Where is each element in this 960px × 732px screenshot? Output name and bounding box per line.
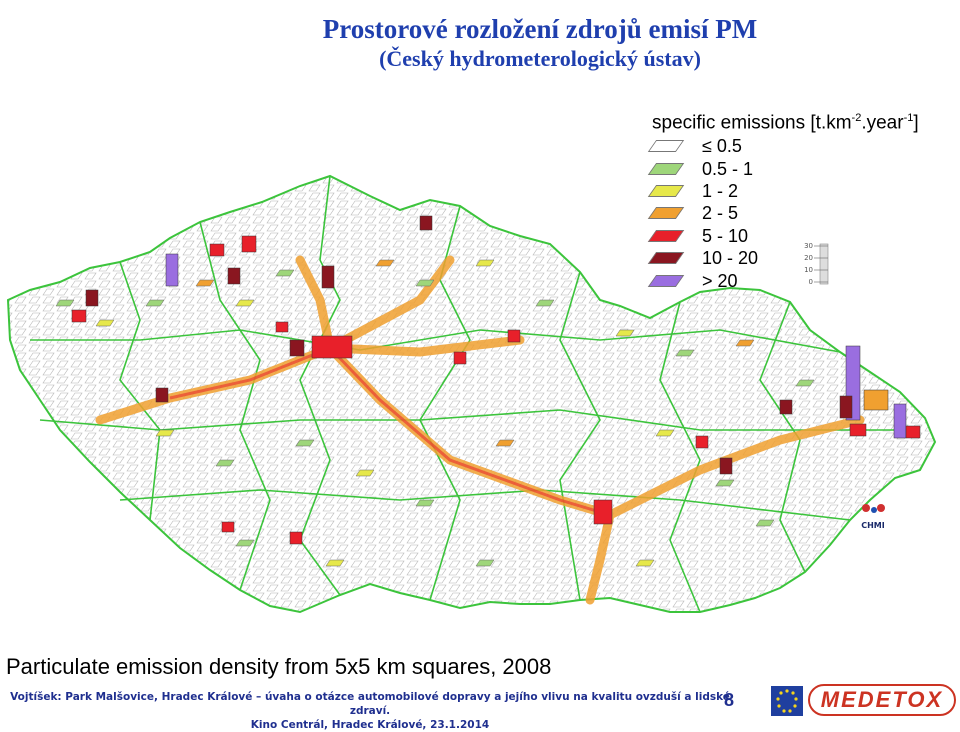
legend-swatch	[647, 207, 685, 219]
scale-tick-label: 10	[804, 266, 813, 274]
footer-credit-line1: Vojtíšek: Park Malšovice, Hradec Králové…	[10, 691, 730, 717]
legend-item: > 20	[647, 270, 738, 291]
emission-map	[6, 174, 937, 614]
legend-label: > 20	[702, 270, 738, 291]
legend-item: 0.5 - 1	[647, 158, 754, 179]
eu-flag-icon	[771, 686, 803, 716]
footer-credit-line2: Kino Centrál, Hradec Králové, 23.1.2014	[250, 719, 490, 731]
legend-label: 0.5 - 1	[702, 158, 754, 179]
legend-label: 5 - 10	[702, 225, 749, 246]
legend-item: 1 - 2	[647, 180, 739, 201]
legend-swatch	[647, 275, 685, 287]
legend-swatch	[647, 185, 685, 197]
country-outline	[6, 174, 937, 614]
legend-swatch	[647, 140, 685, 152]
legend-label: ≤ 0.5	[702, 135, 742, 156]
height-scale: 30 20 10 0	[804, 242, 829, 286]
legend-swatch	[647, 230, 685, 242]
legend-title: specific emissions [t.km-2.year-1]	[652, 112, 919, 134]
legend-item: ≤ 0.5	[647, 135, 742, 156]
map-caption: Particulate emission density from 5x5 km…	[6, 654, 552, 679]
footer-credit: Vojtíšek: Park Malšovice, Hradec Králové…	[0, 690, 740, 732]
chmi-logo-text: CHMI	[861, 521, 885, 530]
scale-tick-label: 30	[804, 242, 813, 250]
scale-tick-label: 20	[804, 254, 813, 262]
scale-tick-label: 0	[809, 278, 813, 286]
highway-cores	[169, 346, 611, 517]
medetox-logo: MEDETOX	[808, 684, 956, 716]
slide-title: Prostorové rozložení zdrojů emisí PM	[322, 14, 758, 44]
chmi-logo: CHMI	[861, 504, 885, 530]
legend-label: 2 - 5	[702, 202, 739, 223]
legend-label: 10 - 20	[702, 247, 759, 268]
legend-swatch	[647, 252, 685, 264]
legend-swatch	[647, 163, 685, 175]
legend-label: 1 - 2	[702, 180, 739, 201]
legend-item: 2 - 5	[647, 202, 739, 223]
legend-item: 5 - 10	[647, 225, 749, 246]
page-number: 8	[724, 690, 735, 710]
emission-cells	[55, 259, 815, 567]
slide-subtitle: (Český hydrometerologický ústav)	[379, 46, 701, 71]
emission-bars	[71, 215, 921, 545]
legend-item: 10 - 20	[647, 247, 759, 268]
